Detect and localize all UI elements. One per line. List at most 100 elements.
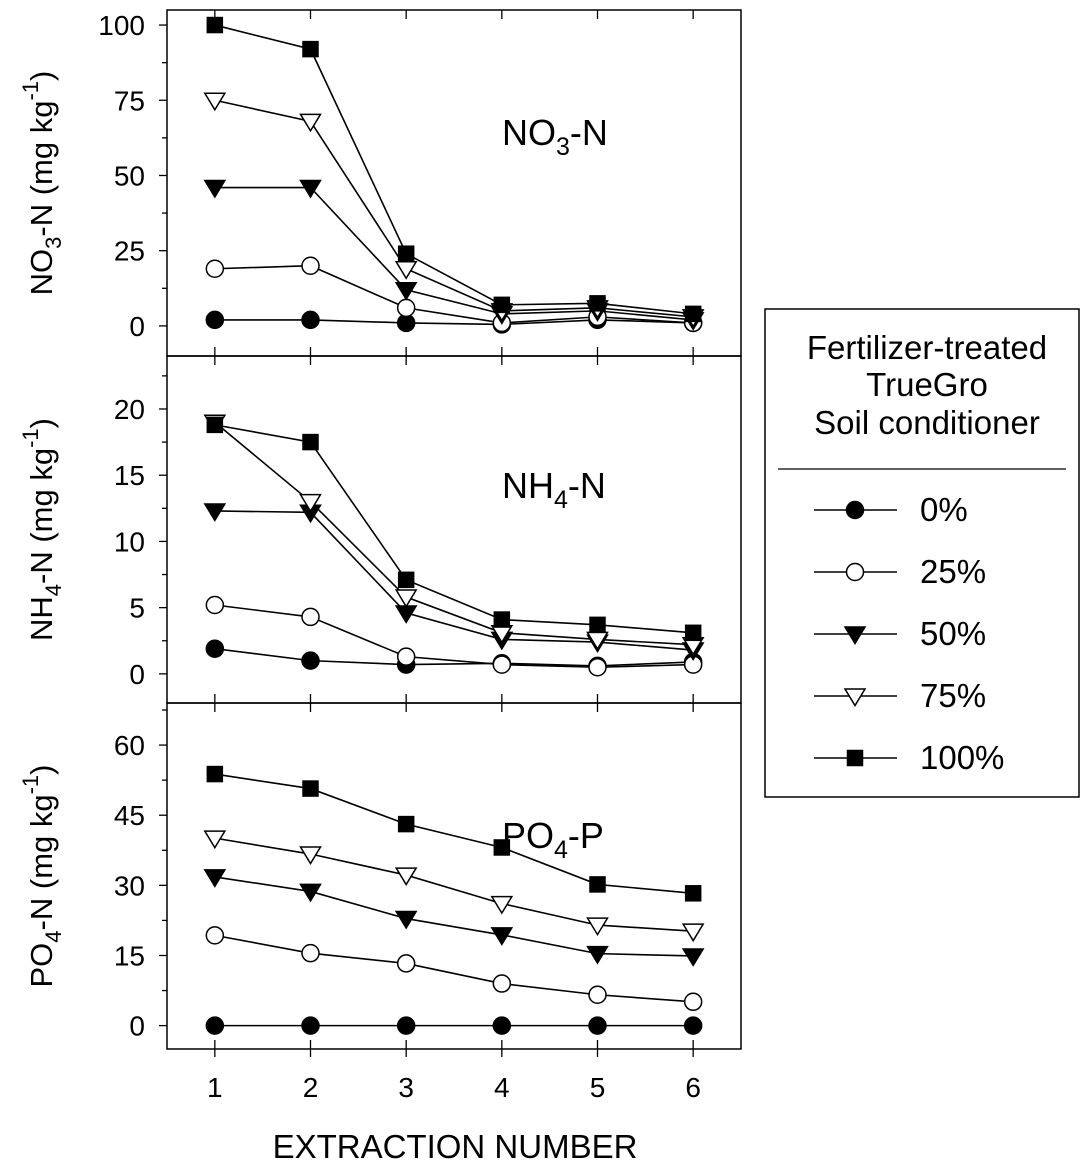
panel-1: 0 25 50 75 100 NO3-N (mg kg-1) NO3-N bbox=[18, 9, 742, 357]
y-tick-label: 20 bbox=[114, 394, 145, 425]
legend-item-25pct: 25% bbox=[814, 553, 986, 590]
data-point-25pct bbox=[205, 595, 225, 615]
data-point-25pct bbox=[492, 655, 512, 674]
legend-marker-50pct bbox=[843, 626, 867, 645]
series-line-25pct bbox=[214, 604, 694, 669]
y-tick-label: 15 bbox=[114, 940, 145, 971]
data-point-50pct bbox=[299, 179, 322, 199]
series-line-0pct bbox=[214, 319, 694, 326]
data-point-100pct bbox=[493, 611, 511, 628]
data-point-100pct bbox=[684, 885, 702, 902]
series-line-0pct bbox=[214, 647, 694, 667]
data-point-75pct bbox=[394, 260, 418, 280]
legend-label: 50% bbox=[920, 615, 986, 652]
data-point-75pct bbox=[394, 867, 418, 887]
data-point-75pct bbox=[681, 923, 705, 943]
legend-box bbox=[764, 308, 1080, 798]
data-point-75pct bbox=[299, 493, 322, 513]
legend-marker-100pct bbox=[846, 749, 864, 767]
data-point-100pct bbox=[302, 40, 319, 58]
panel-label: PO4-P bbox=[502, 815, 604, 864]
legend-marker-25pct bbox=[845, 562, 865, 582]
plot-frame bbox=[166, 702, 742, 1050]
legend-label: 75% bbox=[920, 677, 986, 714]
data-point-25pct bbox=[205, 259, 225, 278]
series-line-50pct bbox=[214, 876, 694, 957]
x-tick-label: 6 bbox=[685, 1072, 701, 1103]
panel-2: 0 5 10 15 20 NH4-N (mg kg-1) NH4-N bbox=[18, 355, 742, 704]
legend-item-100pct: 100% bbox=[814, 739, 1004, 776]
data-point-100pct bbox=[206, 765, 224, 783]
legend-marker-0pct bbox=[845, 500, 865, 520]
series-line-50pct bbox=[214, 510, 694, 651]
data-point-75pct bbox=[203, 92, 227, 112]
legend-label: 100% bbox=[920, 739, 1004, 776]
y-tick-label: 60 bbox=[114, 730, 145, 761]
plot-frame bbox=[166, 9, 742, 357]
data-point-75pct bbox=[490, 895, 514, 915]
data-point-75pct bbox=[394, 589, 418, 608]
data-point-50pct bbox=[203, 869, 227, 888]
series-line-25pct bbox=[214, 934, 694, 1003]
panel-label: NO3-N bbox=[502, 112, 608, 161]
y-axis-label: PO4-N (mg kg-1) bbox=[18, 764, 66, 987]
legend-item-0pct: 0% bbox=[814, 491, 968, 528]
data-point-25pct bbox=[301, 943, 320, 963]
series-line-100pct bbox=[214, 24, 694, 315]
data-point-50pct bbox=[586, 945, 609, 965]
y-axis-label: NH4-N (mg kg-1) bbox=[18, 418, 66, 641]
series-line-25pct bbox=[214, 264, 694, 324]
data-point-100pct bbox=[206, 16, 224, 34]
series-line-75pct bbox=[214, 837, 694, 932]
data-point-25pct bbox=[588, 985, 607, 1005]
data-point-0pct bbox=[683, 1016, 703, 1035]
data-point-100pct bbox=[397, 571, 415, 589]
legend-label: 0% bbox=[920, 491, 968, 528]
legend-label: 25% bbox=[920, 553, 986, 590]
panel-label: NH4-N bbox=[502, 465, 606, 514]
data-point-0pct bbox=[492, 1016, 512, 1035]
y-tick-label: 0 bbox=[129, 1011, 145, 1042]
y-tick-label: 25 bbox=[114, 236, 145, 267]
series-line-50pct bbox=[214, 186, 694, 321]
series-line-75pct bbox=[214, 99, 694, 318]
data-point-100pct bbox=[397, 815, 415, 833]
data-point-100pct bbox=[493, 839, 511, 856]
y-tick-label: 5 bbox=[129, 593, 145, 624]
data-point-100pct bbox=[589, 295, 606, 312]
data-point-100pct bbox=[684, 305, 702, 323]
x-tick-label: 4 bbox=[494, 1072, 510, 1103]
data-point-100pct bbox=[397, 245, 415, 262]
y-tick-label: 45 bbox=[114, 800, 145, 831]
x-tick-label: 3 bbox=[398, 1072, 414, 1103]
y-tick-label: 75 bbox=[114, 85, 145, 116]
data-point-0pct bbox=[205, 1016, 225, 1035]
x-tick-label: 2 bbox=[303, 1072, 319, 1103]
y-tick-label: 10 bbox=[114, 526, 145, 557]
data-point-100pct bbox=[684, 624, 702, 642]
data-point-50pct bbox=[394, 910, 418, 930]
data-point-100pct bbox=[206, 416, 224, 434]
data-point-0pct bbox=[301, 310, 320, 330]
data-point-0pct bbox=[205, 639, 225, 658]
data-point-75pct bbox=[203, 830, 227, 850]
data-point-25pct bbox=[301, 256, 320, 275]
x-tick-label: 1 bbox=[207, 1072, 223, 1103]
data-point-0pct bbox=[588, 1016, 607, 1035]
data-point-0pct bbox=[301, 651, 320, 670]
y-tick-label: 100 bbox=[98, 10, 145, 41]
data-point-0pct bbox=[396, 1016, 416, 1035]
legend-title-line-1: Fertilizer-treated bbox=[807, 329, 1047, 366]
data-point-50pct bbox=[681, 948, 705, 967]
data-point-50pct bbox=[490, 927, 514, 946]
series-line-75pct bbox=[214, 421, 694, 646]
x-tick-label: 5 bbox=[590, 1072, 606, 1103]
y-tick-label: 30 bbox=[114, 870, 145, 901]
y-tick-label: 50 bbox=[114, 160, 145, 191]
data-point-50pct bbox=[203, 503, 227, 522]
plot-frame bbox=[166, 355, 742, 704]
legend-title-line-2: TrueGro bbox=[866, 366, 988, 403]
